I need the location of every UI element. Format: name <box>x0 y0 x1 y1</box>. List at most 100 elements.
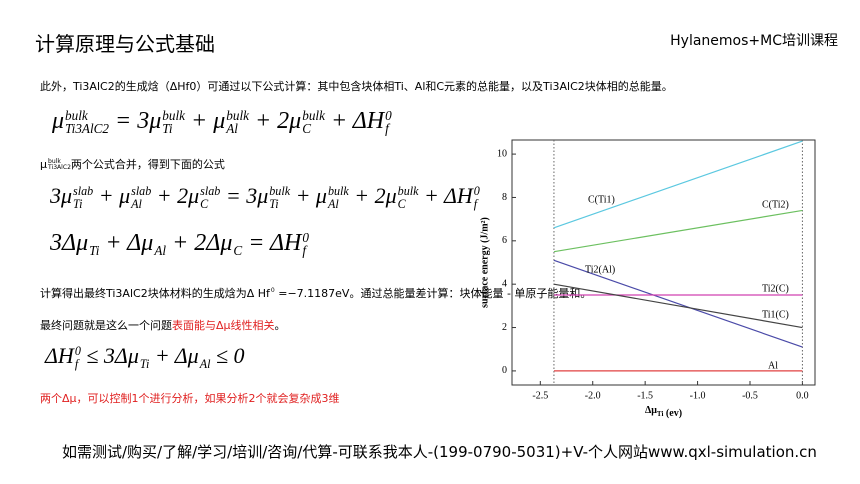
text-part: ≤ 3Δμ <box>80 343 139 368</box>
script: slab Ti <box>73 185 93 210</box>
subscript: Ti <box>73 196 83 211</box>
text-part: + Δμ <box>99 230 154 256</box>
text-part: + 2μ <box>151 183 200 208</box>
script: Ti <box>89 231 99 259</box>
subscript: Ti <box>89 243 100 259</box>
subscript: Ti <box>657 410 664 418</box>
series-label: Al <box>768 360 778 371</box>
text-part: = 3μ <box>109 108 162 134</box>
text-part: 。 <box>274 319 286 332</box>
superscript: slab <box>131 184 152 199</box>
footer: 如需测试/购买/了解/学习/培训/咨询/代算-可联系我本人-(199-0790-… <box>62 443 817 461</box>
superscript: bulk <box>327 184 349 199</box>
superscript: 0 <box>473 184 480 199</box>
series-label: Ti2(Al) <box>585 264 615 275</box>
subscript: Ti3AlC2 <box>48 164 71 171</box>
script: 0 <box>270 286 275 301</box>
subscript: C <box>200 196 209 211</box>
text-part: + Δμ <box>149 343 199 368</box>
block: ΔH 0 f ≤ 3Δμ Ti + Δμ Al ≤ 0 <box>45 343 245 371</box>
y-tick-label: 4 <box>502 278 507 289</box>
block: 最终问题就是这么一个问题表面能与Δμ线性相关。 <box>40 317 286 333</box>
x-tick-label: -1.5 <box>637 390 653 401</box>
series-label: C(Ti1) <box>588 194 615 205</box>
subscript: f <box>473 196 478 211</box>
text-part: + ΔH <box>324 108 385 134</box>
text-part: = 3μ <box>220 183 269 208</box>
text-part: 此外，Ti3AlC2的生成焓（ΔHf0）可通过以下公式计算：其中包含块体相Ti、… <box>40 80 673 93</box>
subscript: C <box>233 243 243 259</box>
text-part: = ΔH <box>242 230 302 256</box>
superscript: 0 <box>74 344 81 359</box>
series-line <box>553 283 803 329</box>
script: bulk Ti3AlC2 <box>65 107 109 137</box>
script: bulk Ti <box>269 185 290 210</box>
block: 3Δμ Ti + Δμ Al + 2Δμ C = ΔH 0 f <box>50 230 309 258</box>
script: C <box>233 231 242 259</box>
series-line <box>553 209 803 253</box>
series-line <box>553 259 803 348</box>
series-label: Ti2(C) <box>762 283 789 294</box>
text-part: ΔH <box>45 343 74 368</box>
block: 计算得出最终Ti3AlC2块体材料的生成焓为Δ Hf 0 =−7.1187eV。通… <box>40 285 591 301</box>
y-tick-label: 8 <box>502 192 507 203</box>
slide-title: 计算原理与公式基础 <box>35 32 215 56</box>
text-part: μ <box>40 158 47 171</box>
text-part: 3Δμ <box>50 230 89 256</box>
script: bulk Ti3AlC2 <box>48 158 71 172</box>
subscript: Ti <box>269 196 279 211</box>
script: slab C <box>200 185 220 210</box>
script: Al <box>200 345 211 370</box>
y-tick-label: 2 <box>502 322 507 333</box>
script: bulk C <box>398 185 419 210</box>
superscript: 0 <box>270 286 275 294</box>
block: 此外，Ti3AlC2的生成焓（ΔHf0）可通过以下公式计算：其中包含块体相Ti、… <box>40 78 673 94</box>
block: 两个Δμ，可以控制1个进行分析，如果分析2个就会复杂成3维 <box>40 390 340 406</box>
subscript: C <box>397 196 406 211</box>
subscript: C <box>302 121 312 137</box>
superscript: bulk <box>302 107 325 123</box>
y-tick-label: 6 <box>502 235 507 246</box>
y-axis-label: surface energy (J/m²) <box>479 217 490 308</box>
y-tick-label: 0 <box>502 365 507 376</box>
x-tick-label: -2.5 <box>532 390 548 401</box>
script: Ti <box>140 345 149 370</box>
subscript: Al <box>327 196 339 211</box>
x-tick-label: 0.0 <box>796 390 809 401</box>
subscript: f <box>385 121 389 137</box>
plot-frame <box>511 139 816 386</box>
subscript: Al <box>226 121 238 137</box>
x-axis-label: ΔμTi (ev) <box>645 405 682 419</box>
block: μ bulk Ti3AlC2 两个公式合并，得到下面的公式 <box>40 156 225 172</box>
text-part: + 2μ <box>248 108 302 134</box>
y-tick-label: 10 <box>497 148 507 159</box>
series-label: Ti1(C) <box>762 309 789 320</box>
text-part: 两个公式合并，得到下面的公式 <box>70 158 225 171</box>
series-label: C(Ti2) <box>762 199 789 210</box>
text-part: 3μ <box>50 183 73 208</box>
subscript: Ti <box>139 356 150 371</box>
text-part: + μ <box>185 108 226 134</box>
script: bulk Al <box>328 185 349 210</box>
text-part: 表面能与Δμ线性相关 <box>172 319 275 332</box>
text-part: μ <box>52 108 65 134</box>
script: bulk Ti <box>162 108 185 137</box>
text-part: + ΔH <box>418 183 473 208</box>
block: 3μ slab Ti + μ slab Al + 2μ slab C = 3μ bulk Ti … <box>50 183 480 211</box>
superscript: slab <box>200 184 221 199</box>
text-part: (ev) <box>663 408 682 419</box>
text-part: 计算得出最终Ti3AlC2块体材料的生成焓为Δ H <box>40 287 266 300</box>
text-part: f <box>266 287 270 300</box>
text-part: 两个Δμ，可以控制1个进行分析，如果分析2个就会复杂成3维 <box>40 392 340 405</box>
superscript: 0 <box>385 107 392 123</box>
superscript: bulk <box>65 107 88 123</box>
text-part: + μ <box>290 183 327 208</box>
subscript: Al <box>199 356 211 371</box>
x-tick-label: -0.5 <box>742 390 758 401</box>
subscript: f <box>74 356 79 371</box>
text-part: + 2Δμ <box>166 230 233 256</box>
